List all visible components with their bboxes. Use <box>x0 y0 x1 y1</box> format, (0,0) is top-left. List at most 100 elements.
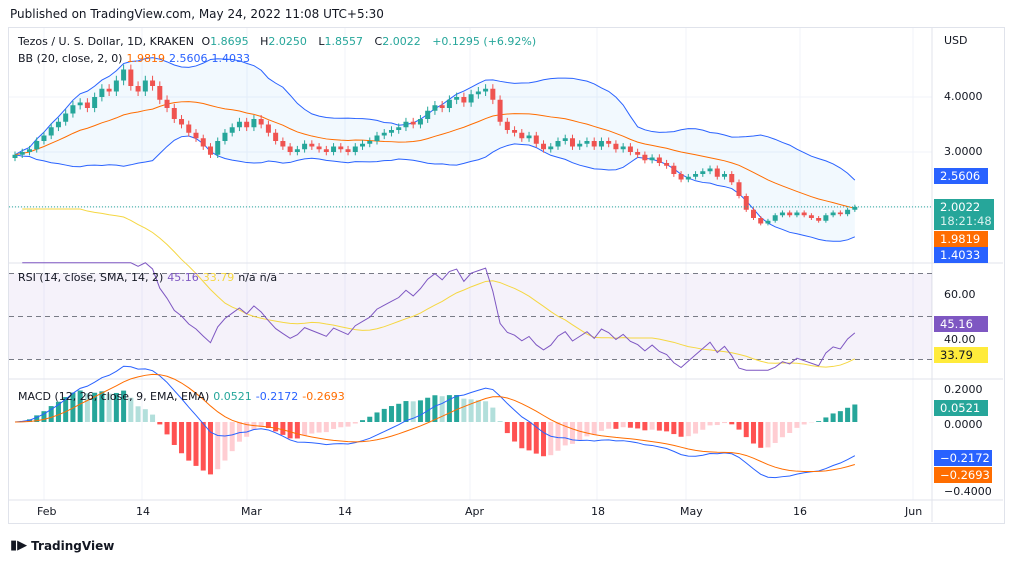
macd-histogram-bar <box>258 422 264 427</box>
candle <box>367 141 373 144</box>
time-label: 14 <box>338 505 352 518</box>
candle <box>164 99 170 108</box>
candle <box>504 121 510 130</box>
candle <box>446 99 452 108</box>
last-price-tag: 2.0022 18:21:48 <box>934 199 994 230</box>
candle <box>750 209 756 218</box>
macd-histogram-bar <box>816 421 822 422</box>
time-label: 14 <box>136 505 150 518</box>
macd-histogram-bar <box>765 422 771 448</box>
macd-hist-tag: 0.0521 <box>934 400 988 416</box>
macd-histogram-bar <box>656 422 662 431</box>
time-label: 16 <box>793 505 807 518</box>
candle <box>425 110 431 119</box>
candle <box>765 220 771 224</box>
rsi-legend[interactable]: RSI (14, close, SMA, 14, 2) 45.16 33.79 n/a… <box>18 271 281 284</box>
candle <box>852 206 858 210</box>
bb-basis-tag: 1.9819 <box>934 231 988 247</box>
macd-histogram-bar <box>244 422 250 437</box>
candle <box>251 119 257 128</box>
macd-histogram-bar <box>92 392 98 422</box>
candle <box>642 154 648 161</box>
candle <box>323 149 329 152</box>
macd-histogram-bar <box>207 422 213 475</box>
candle <box>772 215 778 221</box>
candle <box>309 143 315 147</box>
published-note: Published on TradingView.com, May 24, 20… <box>10 7 384 21</box>
rsi-sma-value: 33.79 <box>202 271 235 284</box>
low-value: 1.8557 <box>324 35 364 48</box>
macd-histogram-bar <box>772 422 778 443</box>
candle <box>34 141 40 150</box>
candle <box>620 146 626 150</box>
macd-histogram-bar <box>215 422 221 470</box>
candle <box>584 141 590 144</box>
candle <box>99 88 105 97</box>
candle <box>678 174 684 180</box>
chart-frame[interactable] <box>8 27 1005 524</box>
macd-histogram-bar <box>345 422 351 427</box>
macd-histogram-bar <box>41 411 47 422</box>
candle <box>171 108 177 119</box>
candle <box>222 132 228 141</box>
candle <box>244 121 250 128</box>
macd-histogram-bar <box>236 422 242 442</box>
macd-histogram-bar <box>787 422 793 434</box>
macd-histogram-bar <box>606 422 612 429</box>
candle <box>265 124 271 133</box>
candle <box>512 130 518 133</box>
macd-histogram-bar <box>598 422 604 431</box>
macd-histogram-bar <box>454 395 460 422</box>
candle <box>656 157 662 163</box>
candle <box>345 149 351 152</box>
macd-histogram-bar <box>758 422 764 448</box>
price-tick: 4.0000 <box>944 90 983 103</box>
bb-legend[interactable]: BB (20, close, 2, 0) 1.9819 2.5606 1.4033 <box>18 52 254 65</box>
close-label: C <box>374 35 383 48</box>
bb-basis-value: 1.9819 <box>126 52 165 65</box>
candle <box>63 113 69 122</box>
macd-histogram-bar <box>852 404 858 422</box>
candle <box>635 152 641 155</box>
candle <box>26 149 32 152</box>
high-label: H <box>260 35 269 48</box>
tradingview-logo[interactable]: ▮▶ TradingView <box>10 538 114 553</box>
macd-histogram-bar <box>48 406 54 422</box>
symbol-title[interactable]: Tezos / U. S. Dollar, 1D, KRAKEN <box>18 35 194 48</box>
candle <box>475 91 481 95</box>
candle <box>273 132 279 141</box>
candle <box>157 86 163 100</box>
macd-label: MACD (12, 26, close, 9, EMA, EMA) <box>18 390 210 403</box>
macd-histogram-bar <box>541 422 547 457</box>
candle <box>693 174 699 177</box>
macd-histogram-bar <box>55 401 61 422</box>
macd-histogram-bar <box>338 422 344 428</box>
high-field: H2.0250 <box>260 35 311 48</box>
macd-histogram-bar <box>779 422 785 438</box>
macd-histogram-bar <box>635 422 641 429</box>
candle <box>729 174 735 183</box>
candle <box>794 212 800 216</box>
candle <box>403 121 409 128</box>
low-label: L <box>318 35 325 48</box>
candle <box>591 141 597 147</box>
macd-histogram-bar <box>693 422 699 434</box>
macd-histogram-bar <box>63 397 69 422</box>
candle <box>186 124 192 133</box>
candle <box>55 121 61 128</box>
candle <box>555 141 561 147</box>
candle <box>598 141 604 147</box>
candle <box>577 143 583 147</box>
candle <box>142 80 148 92</box>
macd-legend[interactable]: MACD (12, 26, close, 9, EMA, EMA) 0.0521-… <box>18 390 349 403</box>
candle <box>837 212 843 215</box>
candle <box>823 215 829 221</box>
candle <box>562 138 568 141</box>
bb-basis-line <box>14 101 855 209</box>
candle <box>207 146 213 155</box>
time-label: Feb <box>37 505 57 518</box>
macd-histogram-bar <box>700 422 706 430</box>
candle <box>707 168 713 172</box>
candle <box>736 182 742 196</box>
